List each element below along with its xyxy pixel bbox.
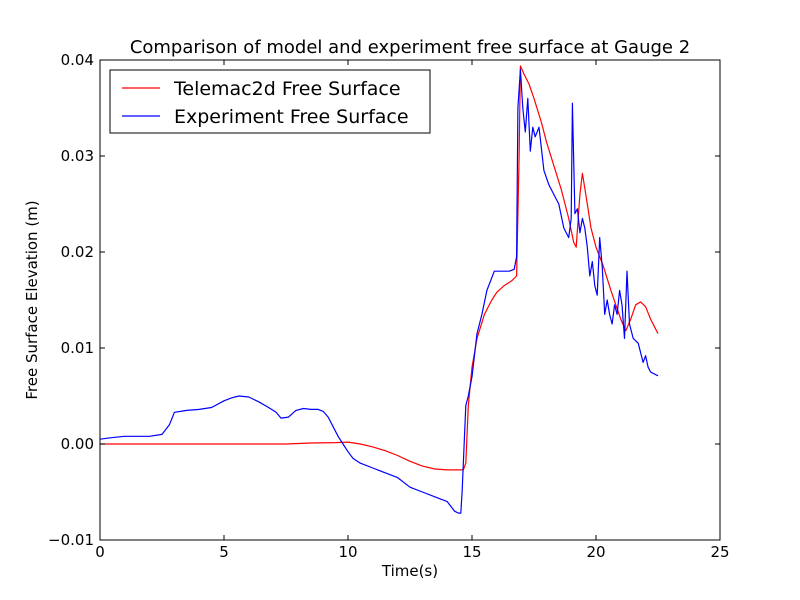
x-tick-label: 5 bbox=[219, 543, 229, 561]
plot-area bbox=[99, 59, 721, 541]
series-layer bbox=[100, 65, 659, 514]
legend-label-1: Telemac2d Free Surface bbox=[173, 78, 401, 100]
x-tick-label: 0 bbox=[95, 543, 105, 561]
x-tick-label: 20 bbox=[586, 543, 605, 561]
chart-title: Comparison of model and experiment free … bbox=[130, 37, 690, 58]
legend: Telemac2d Free Surface Experiment Free Su… bbox=[109, 69, 431, 134]
x-axis-label: Time(s) bbox=[381, 562, 438, 580]
y-axis-label: Free Surface Elevation (m) bbox=[23, 200, 41, 399]
y-tick-label: 0.02 bbox=[61, 243, 94, 261]
legend-box bbox=[109, 69, 431, 134]
y-tick-label: 0.01 bbox=[61, 339, 94, 357]
x-axis: 0 5 10 15 20 25 bbox=[95, 60, 730, 561]
x-tick-label: 25 bbox=[710, 543, 729, 561]
plot-frame bbox=[99, 59, 721, 541]
y-tick-label: 0.00 bbox=[61, 435, 94, 453]
y-tick-label: −0.01 bbox=[48, 531, 94, 549]
x-tick-label: 15 bbox=[462, 543, 481, 561]
y-axis: −0.01 0.00 0.01 0.02 0.03 0.04 bbox=[48, 51, 720, 549]
series-line-1 bbox=[100, 65, 659, 471]
legend-label-2: Experiment Free Surface bbox=[174, 106, 409, 128]
x-tick-label: 10 bbox=[338, 543, 357, 561]
y-tick-label: 0.04 bbox=[61, 51, 94, 69]
series-line-2 bbox=[100, 68, 659, 514]
y-tick-label: 0.03 bbox=[61, 147, 94, 165]
